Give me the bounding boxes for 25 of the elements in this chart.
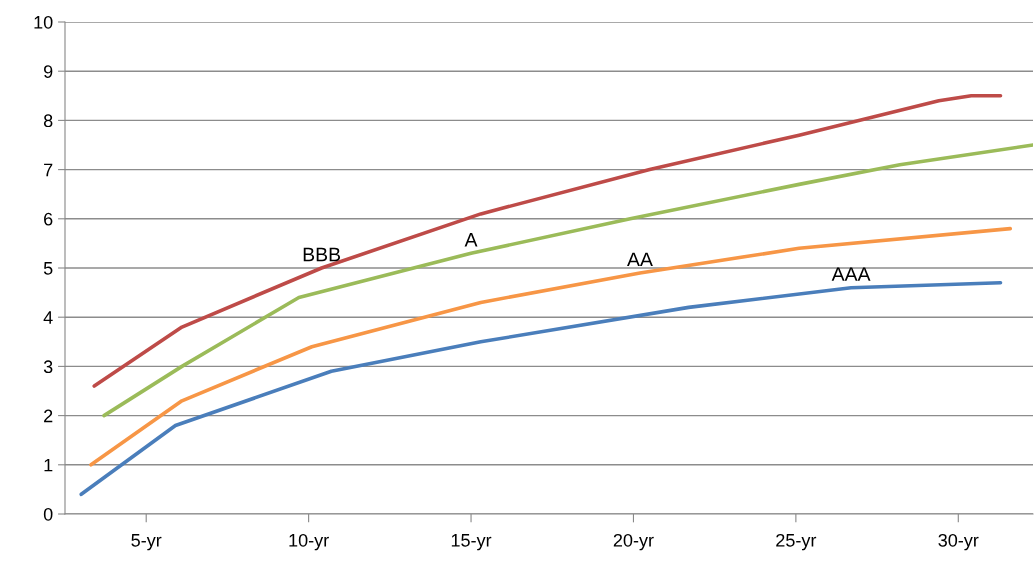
x-tick-label: 20-yr xyxy=(613,533,654,551)
x-tick-label: 30-yr xyxy=(938,533,979,551)
y-tick-label: 9 xyxy=(44,65,53,78)
y-tick-label: 0 xyxy=(43,507,53,521)
series-label: BBB xyxy=(303,247,341,262)
y-tick-label: 4 xyxy=(43,311,53,324)
y-tick-label: 7 xyxy=(44,163,53,177)
x-tick-label: 5-yr xyxy=(131,534,162,551)
line-series xyxy=(79,280,1003,497)
series-label: AA xyxy=(627,252,653,267)
line-series xyxy=(89,226,1013,467)
y-tick-label: 10 xyxy=(34,15,53,29)
y-tick-label: 5 xyxy=(43,262,53,275)
y-tick-label: 6 xyxy=(44,212,53,226)
x-tick-label: 15-yr xyxy=(451,534,492,551)
y-tick-label: 8 xyxy=(43,114,53,128)
line-series xyxy=(92,93,1003,388)
y-tick-label: 2 xyxy=(44,409,53,423)
x-tick-label: 10-yr xyxy=(289,533,329,551)
line-series xyxy=(102,143,1033,418)
series-label: AAA xyxy=(831,267,871,281)
y-tick-label: 1 xyxy=(44,458,53,472)
y-tick-label: 3 xyxy=(43,360,53,374)
x-tick-label: 25-yr xyxy=(776,533,817,551)
series-label: A xyxy=(464,233,478,247)
